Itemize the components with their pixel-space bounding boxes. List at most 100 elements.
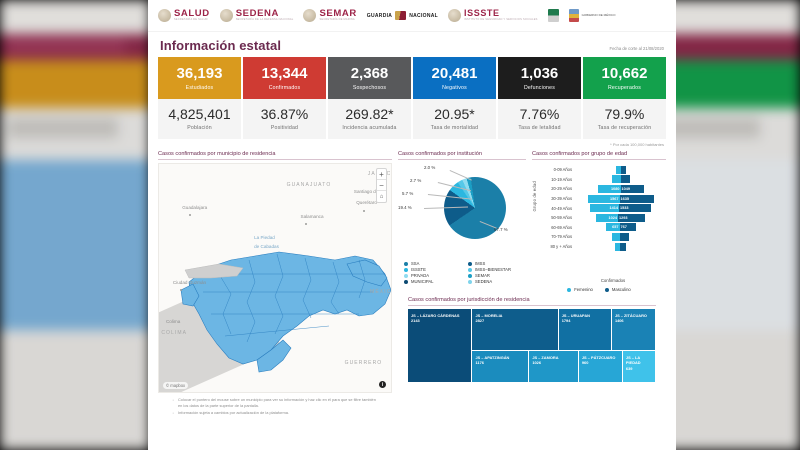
logo-guardia-nacional: GUARDIA NACIONAL: [367, 11, 438, 20]
michoacan-choropleth[interactable]: [159, 164, 392, 393]
jurisdiction-treemap[interactable]: JS – LÁZARO CÁRDENAS 2143 JS – MORELIA 282…: [408, 309, 656, 383]
age-row[interactable]: 0-09 Años: [541, 165, 666, 175]
treemap-cell[interactable]: JS – PÁTZCUARO 960: [578, 351, 623, 383]
age-chart-column: Casos confirmados por grupo de edad Grup…: [532, 151, 666, 292]
legend-item[interactable]: MUNICIPAL: [404, 279, 462, 284]
treemap-cell[interactable]: JS – APATZINGÁN 1176: [472, 351, 530, 383]
compass-icon[interactable]: ⌂: [379, 193, 384, 200]
institution-pie-chart[interactable]: 2.0 % 2.7 % 5.7 % 19.4 % 67.7 %: [398, 163, 526, 259]
kpi-top[interactable]: 1,036 Defunciones: [498, 57, 581, 99]
bar-masculino[interactable]: [620, 242, 626, 251]
kpi-card-negativos[interactable]: 20,481 Negativos 20.95* Tasa de mortalid…: [413, 57, 496, 139]
age-group-chart[interactable]: Grupo de edad 0-09 Años: [532, 163, 666, 275]
logo-imss-bienestar: [547, 9, 559, 22]
legend-item[interactable]: IMSS–BIENESTAR: [468, 267, 526, 272]
municipality-map[interactable]: GUANAJUATO JALISCO Guadalajara Santiago …: [158, 163, 392, 393]
map-column: Casos confirmados por municipio de resid…: [158, 151, 392, 419]
kpi-card-sospechosos[interactable]: 2,368 Sospechosos 269.82* Incidencia acu…: [328, 57, 411, 139]
legend-swatch: [404, 267, 408, 272]
logo-issste: ISSSTE INSTITUTO DE SEGURIDAD Y SERVICIO…: [448, 9, 538, 22]
kpi-top[interactable]: 20,481 Negativos: [413, 57, 496, 99]
guardia-label: GUARDIA: [366, 12, 393, 19]
treemap-cell[interactable]: JS – URUAPAN 1794: [558, 309, 612, 351]
kpi-top[interactable]: 10,662 Recuperados: [583, 57, 666, 99]
bar-masculino[interactable]: [620, 232, 629, 241]
kpi-grid: 36,193 Estudiados 4,825,401 Población 13…: [148, 57, 676, 139]
kpi-top[interactable]: 2,368 Sospechosos: [328, 57, 411, 99]
zoom-in-icon[interactable]: +: [377, 169, 386, 180]
bar-femenino[interactable]: 1080: [597, 184, 621, 193]
age-bars: [575, 165, 666, 174]
bar-femenino[interactable]: 1567: [587, 194, 620, 203]
legend-item[interactable]: SEDENA: [468, 279, 526, 284]
treemap-cell[interactable]: JS – ZAMORA 1026: [529, 351, 579, 383]
guardia-nacional-icon: [395, 11, 407, 20]
treemap-cell[interactable]: JS – LÁZARO CÁRDENAS 2143: [408, 309, 473, 383]
age-category-label: 40-49 Años: [551, 205, 572, 211]
map-city-dot: [179, 289, 182, 292]
bar-femenino[interactable]: [615, 242, 620, 251]
kpi-card-estudiados[interactable]: 36,193 Estudiados 4,825,401 Población: [158, 57, 241, 139]
age-row[interactable]: 60-69 Años 657 767: [541, 223, 666, 233]
zoom-out-icon[interactable]: −: [377, 180, 386, 191]
bar-femenino[interactable]: [615, 165, 621, 174]
logo-label: SEMAR: [319, 7, 357, 19]
legend-item[interactable]: SSA: [404, 261, 462, 266]
legend-item[interactable]: Femenino: [567, 287, 593, 292]
treemap-label: JS – MORELIA: [475, 313, 503, 318]
bar-masculino[interactable]: 1533: [619, 204, 651, 213]
note-item: Información sujeta a cambios por actuali…: [172, 409, 378, 419]
treemap-cell[interactable]: JS – LA PIEDAD 639: [622, 351, 656, 383]
kpi-card-confirmados[interactable]: 13,344 Confirmados 36.87% Positividad: [243, 57, 326, 139]
legend-item[interactable]: SEMAR: [468, 273, 526, 278]
legend-item[interactable]: PRIVADA: [404, 273, 462, 278]
map-label: GUERRERO: [344, 360, 383, 367]
bar-masculino[interactable]: 1049: [620, 184, 644, 193]
age-row[interactable]: 80 y + Años: [541, 242, 666, 252]
bar-masculino[interactable]: [620, 175, 630, 184]
logo-label: SEDENA: [235, 7, 279, 19]
map-attribution[interactable]: © mapbox: [163, 382, 189, 389]
map-label: Querétaro: [356, 200, 377, 206]
kpi-card-defunciones[interactable]: 1,036 Defunciones 7.76% Tasa de letalida…: [498, 57, 581, 139]
legend-label: Femenino: [574, 287, 593, 292]
info-icon[interactable]: i: [379, 381, 386, 388]
bar-masculino[interactable]: 767: [619, 223, 636, 232]
cut-date-label: Fecha de corte al 21/08/2020: [609, 46, 664, 51]
map-zoom-controls[interactable]: + − ⌂: [376, 168, 387, 203]
age-row[interactable]: 30-39 Años 1567 1635: [541, 194, 666, 204]
legend-item[interactable]: ISSSTE: [404, 267, 462, 272]
agency-logo-bar: SALUD SECRETARÍA DE SALUD SEDENA SECRETA…: [148, 0, 676, 32]
bar-femenino[interactable]: [612, 232, 620, 241]
logo-sublabel: GOBIERNO DE MÉXICO: [581, 12, 616, 17]
bar-femenino[interactable]: 1024: [596, 213, 618, 222]
legend-item[interactable]: Masculino: [604, 287, 631, 292]
bar-masculino[interactable]: 1635: [619, 194, 654, 203]
age-row[interactable]: 50-59 Años 1024 1293: [541, 213, 666, 223]
nacional-label: NACIONAL: [409, 12, 439, 19]
kpi-bottom: 36.87% Positividad: [243, 99, 326, 139]
kpi-top[interactable]: 36,193 Estudiados: [158, 57, 241, 99]
age-row[interactable]: 10-19 Años: [541, 175, 666, 185]
bar-femenino[interactable]: 1414: [590, 204, 619, 213]
legend-swatch: [468, 267, 472, 272]
age-category-label: 0-09 Años: [553, 167, 572, 173]
age-row[interactable]: 70-79 Años: [541, 232, 666, 242]
age-category-label: 60-69 Años: [551, 224, 572, 230]
bar-masculino[interactable]: [620, 165, 626, 174]
age-row[interactable]: 40-49 Años 1414 1533: [541, 203, 666, 213]
legend-item[interactable]: IMSS: [468, 261, 526, 266]
age-category-label: 10-19 Años: [551, 176, 572, 182]
bar-femenino[interactable]: [611, 175, 621, 184]
treemap-cell[interactable]: JS – MORELIA 2827: [472, 309, 559, 351]
kpi-card-recuperados[interactable]: 10,662 Recuperados 79.9% Tasa de recuper…: [583, 57, 666, 139]
kpi-top[interactable]: 13,344 Confirmados: [243, 57, 326, 99]
treemap-cell[interactable]: JS – ZITÁCUARO 1406: [611, 309, 656, 351]
bar-masculino[interactable]: 1293: [618, 213, 645, 222]
age-row[interactable]: 20-29 Años 1080 1049: [541, 184, 666, 194]
age-bars: 657 767: [575, 223, 666, 232]
kpi-value: 10,662: [601, 64, 648, 82]
bar-femenino[interactable]: 657: [605, 223, 620, 232]
institution-chart-column: Casos confirmados por institución 2.0 % …: [398, 151, 526, 292]
